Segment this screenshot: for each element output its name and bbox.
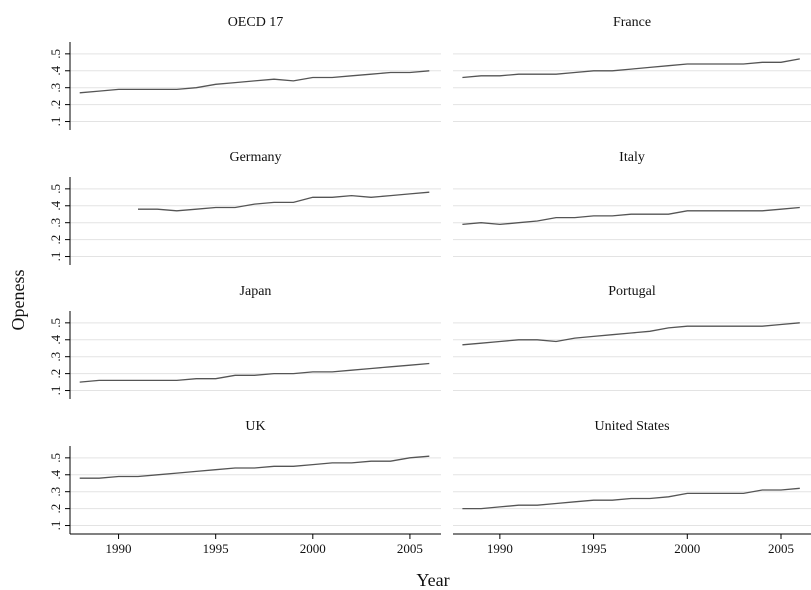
y-tick-label: .5 xyxy=(48,184,63,194)
x-tick-label: 2000 xyxy=(300,541,326,556)
y-tick-label: .1 xyxy=(48,252,63,262)
y-axis-title: Openess xyxy=(8,270,28,331)
panel-uk: UK .1 .2 .3 .4 .5 1990 1995 2000 2005 xyxy=(48,419,441,556)
panel-title: Italy xyxy=(619,150,645,165)
x-tick-label: 1990 xyxy=(106,541,132,556)
panel-italy: Italy xyxy=(453,150,811,258)
y-tick-label: .2 xyxy=(48,504,63,514)
series-line-oecd-17 xyxy=(79,70,430,94)
panel-japan: Japan .1 .2 .3 .4 .5 xyxy=(48,284,441,399)
series-line-uk xyxy=(79,455,430,479)
y-tick-label: .4 xyxy=(48,334,63,344)
y-tick-label: .2 xyxy=(48,100,63,110)
series-line-germany xyxy=(138,191,430,212)
panel-title: Portugal xyxy=(608,284,656,299)
panel-title: France xyxy=(613,15,651,30)
panel-title: Japan xyxy=(240,284,272,299)
y-tick-label: .2 xyxy=(48,369,63,379)
y-tick-label: .4 xyxy=(48,65,63,75)
series-line-japan xyxy=(79,362,430,383)
y-tick-label: .3 xyxy=(48,487,63,497)
y-tick-label: .3 xyxy=(48,218,63,228)
y-tick-label: .5 xyxy=(48,453,63,463)
panel-title: UK xyxy=(245,419,265,434)
x-tick-label: 2005 xyxy=(768,541,794,556)
x-tick-label: 2000 xyxy=(674,541,700,556)
series-line-portugal xyxy=(462,322,800,346)
panel-germany: Germany .1 .2 .3 .4 .5 xyxy=(48,150,441,265)
panel-title: Germany xyxy=(229,150,281,165)
y-tick-label: .1 xyxy=(48,117,63,127)
panel-france: France xyxy=(453,15,811,123)
panel-portugal: Portugal xyxy=(453,284,811,392)
x-axis-title: Year xyxy=(416,570,449,590)
panel-united-states: United States 1990 1995 2000 2005 xyxy=(453,419,811,556)
y-tick-label: .5 xyxy=(48,318,63,328)
y-tick-label: .1 xyxy=(48,521,63,531)
x-tick-label: 1995 xyxy=(581,541,607,556)
series-line-france xyxy=(462,58,800,79)
x-tick-label: 2005 xyxy=(397,541,423,556)
y-tick-label: .3 xyxy=(48,83,63,93)
y-tick-label: .5 xyxy=(48,49,63,59)
y-tick-label: .1 xyxy=(48,386,63,396)
y-tick-label: .2 xyxy=(48,235,63,245)
x-tick-label: 1995 xyxy=(203,541,229,556)
panel-oecd-17: OECD 17 .1 .2 .3 .4 .5 xyxy=(48,15,441,130)
y-tick-label: .3 xyxy=(48,352,63,362)
panel-title: United States xyxy=(594,419,669,434)
x-tick-label: 1990 xyxy=(487,541,513,556)
y-tick-label: .4 xyxy=(48,469,63,479)
panel-title: OECD 17 xyxy=(228,15,284,30)
series-line-united-states xyxy=(462,487,800,510)
y-tick-label: .4 xyxy=(48,200,63,210)
series-line-italy xyxy=(462,206,800,226)
panels-group: OECD 17 .1 .2 .3 .4 .5 France Germany .1 .2 .3 .4 .5… xyxy=(48,15,811,556)
